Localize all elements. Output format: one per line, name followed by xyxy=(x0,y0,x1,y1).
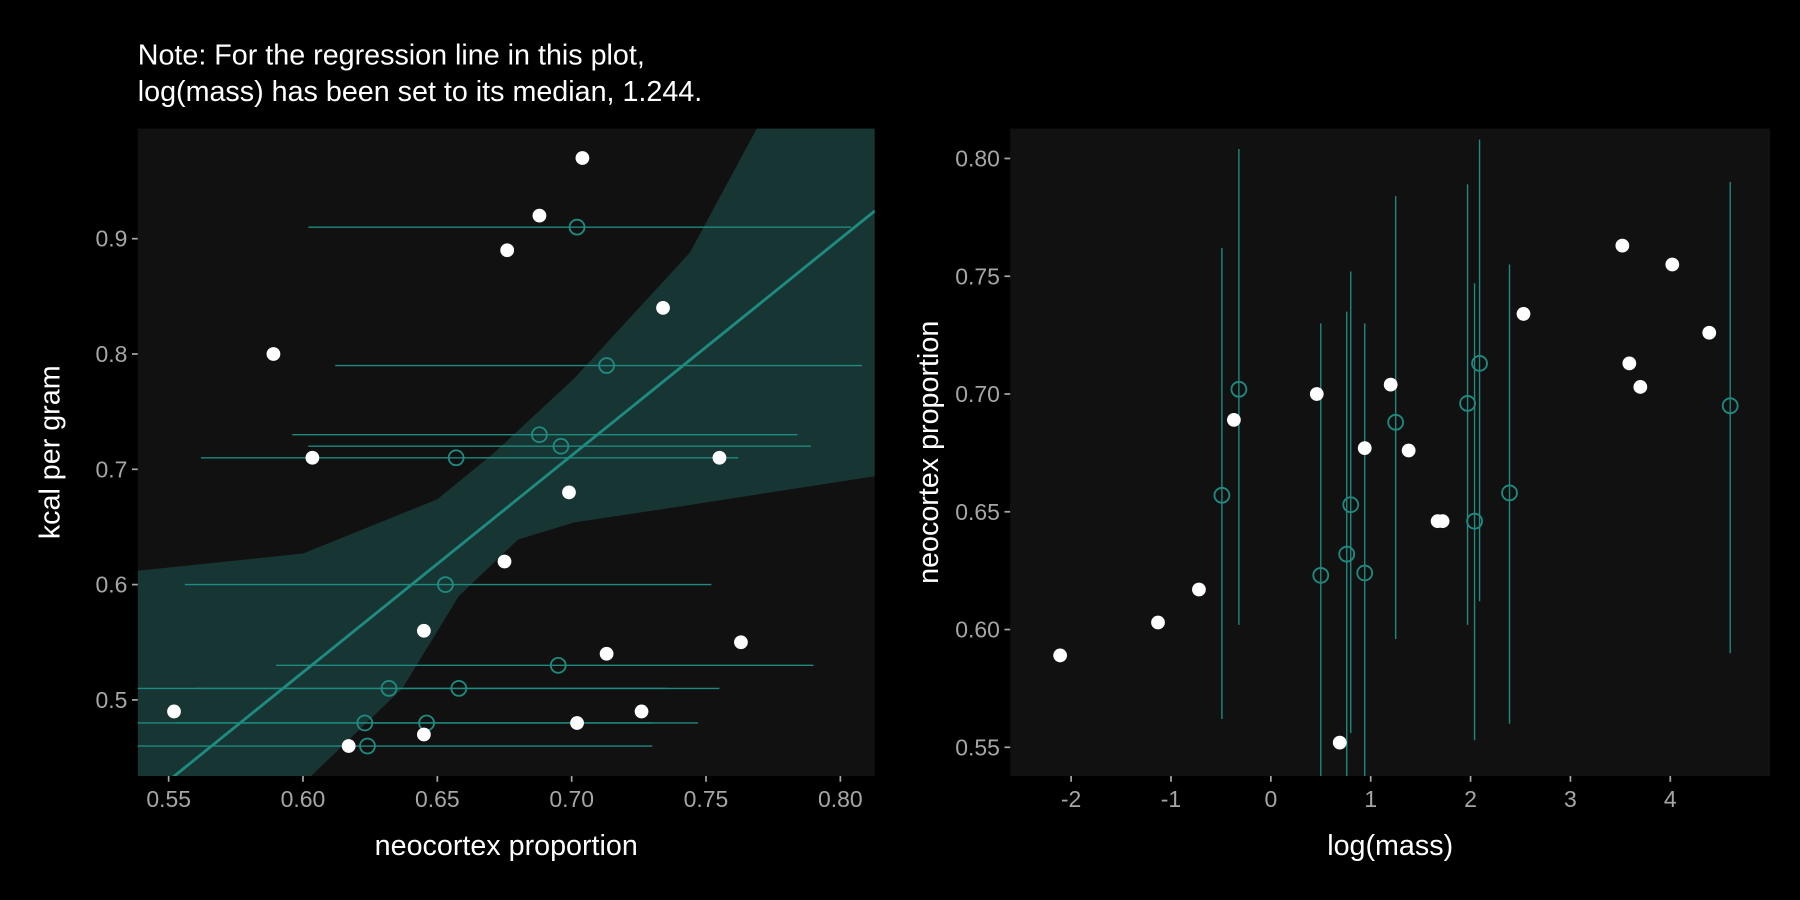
imputed-point xyxy=(450,680,468,697)
left-y-axis-label: kcal per gram xyxy=(35,365,67,539)
observed-point xyxy=(599,646,614,661)
imputed-point xyxy=(549,656,567,674)
observed-point xyxy=(570,716,584,730)
observed-point xyxy=(1622,356,1637,371)
imputed-point xyxy=(1501,484,1518,502)
observed-point xyxy=(1702,325,1717,340)
observed-point xyxy=(305,450,320,465)
right-x-tick-label: -2 xyxy=(1061,786,1081,812)
right-x-tick-label: -1 xyxy=(1161,786,1181,812)
observed-point xyxy=(1401,443,1416,458)
imputed-point xyxy=(1338,545,1356,563)
left-panel: 0.55 0.60 0.65 0.70 0.75 0.800.50.60.70.80.9 … xyxy=(35,128,875,862)
left-x-tick-label: 0.75 xyxy=(684,786,729,812)
observed-point xyxy=(341,739,356,753)
left-y-tick-label: 0.7 xyxy=(96,456,128,482)
observed-point xyxy=(1357,441,1372,456)
imputed-point xyxy=(1356,564,1374,582)
observed-point xyxy=(1516,307,1531,321)
chart-title: Note: For the regression line in this pl… xyxy=(138,39,645,71)
imputed-point xyxy=(380,680,398,697)
right-x-tick-label: 2 xyxy=(1464,786,1477,812)
left-y-tick-label: 0.8 xyxy=(96,341,128,367)
observed-point xyxy=(532,208,547,223)
observed-point xyxy=(1383,377,1398,392)
imputed-point xyxy=(1387,413,1405,431)
observed-point xyxy=(1615,238,1630,253)
left-x-tick-label: 0.55 xyxy=(146,786,191,812)
observed-point xyxy=(656,300,670,315)
observed-point xyxy=(500,243,515,258)
left-x-tick-label: 0.70 xyxy=(549,786,594,812)
observed-point xyxy=(712,450,727,465)
observed-point xyxy=(417,623,431,638)
left-x-axis-label: neocortex proportion xyxy=(375,830,638,862)
observed-point xyxy=(1665,257,1680,272)
imputed-point xyxy=(356,714,374,732)
observed-point xyxy=(1332,735,1347,750)
right-y-tick-label: 0.55 xyxy=(955,734,1000,760)
imputed-point xyxy=(1213,486,1231,504)
imputed-point xyxy=(359,737,376,755)
observed-point xyxy=(1309,387,1324,401)
imputed-point xyxy=(1721,397,1739,415)
imputed-point xyxy=(1466,512,1483,530)
observed-point xyxy=(1053,648,1068,663)
right-panel: -2 -1 0 1 2 3 4 0.55 0.60 0.65 0.70 0.75 0.80 log(ma… xyxy=(913,128,1771,862)
imputed-point xyxy=(1342,496,1360,514)
right-y-tick-label: 0.75 xyxy=(955,263,1000,289)
left-x-tick-label: 0.65 xyxy=(415,786,460,812)
imputed-point xyxy=(447,449,465,467)
imputed-point xyxy=(598,357,615,374)
observed-point xyxy=(1227,413,1241,427)
left-x-tick-label: 0.60 xyxy=(281,786,326,812)
right-y-tick-label: 0.70 xyxy=(955,381,1000,407)
left-y-tick-label: 0.9 xyxy=(96,226,128,252)
observed-point xyxy=(1633,380,1648,394)
observed-point xyxy=(562,485,576,500)
right-y-tick-label: 0.60 xyxy=(955,617,1000,643)
right-y-tick-label: 0.65 xyxy=(955,499,1000,525)
imputed-point xyxy=(437,576,454,593)
imputed-point xyxy=(1230,380,1248,398)
observed-point xyxy=(266,347,281,361)
regression-line xyxy=(172,209,875,777)
right-x-tick-label: 3 xyxy=(1564,786,1577,812)
observed-point xyxy=(634,704,649,719)
observed-point xyxy=(1435,514,1450,529)
imputed-point xyxy=(568,218,586,236)
imputed-point xyxy=(531,426,548,444)
right-x-tick-label: 4 xyxy=(1664,786,1677,812)
observed-point xyxy=(497,554,512,569)
observed-point xyxy=(734,635,748,650)
right-y-axis-label: neocortex proportion xyxy=(913,321,945,584)
right-x-tick-label: 1 xyxy=(1364,786,1377,812)
imputed-point xyxy=(552,437,570,455)
left-y-tick-label: 0.6 xyxy=(96,572,128,598)
confidence-ribbon xyxy=(137,128,875,777)
observed-point xyxy=(575,151,590,165)
observed-point xyxy=(167,704,181,719)
left-y-tick-label: 0.5 xyxy=(96,687,128,713)
left-x-tick-label: 0.80 xyxy=(818,786,863,812)
chart-subtitle: log(mass) has been set to its median, 1.… xyxy=(138,76,703,108)
observed-point xyxy=(1151,615,1165,630)
imputed-point xyxy=(1312,566,1330,584)
imputed-point xyxy=(1471,355,1488,372)
observed-point xyxy=(417,727,431,742)
imputed-point xyxy=(1459,395,1476,412)
observed-point xyxy=(1192,582,1206,597)
right-panel-bg xyxy=(1010,128,1771,777)
right-x-tick-label: 0 xyxy=(1264,786,1277,812)
right-y-tick-label: 0.80 xyxy=(955,146,1000,172)
right-x-axis-label: log(mass) xyxy=(1327,830,1453,862)
